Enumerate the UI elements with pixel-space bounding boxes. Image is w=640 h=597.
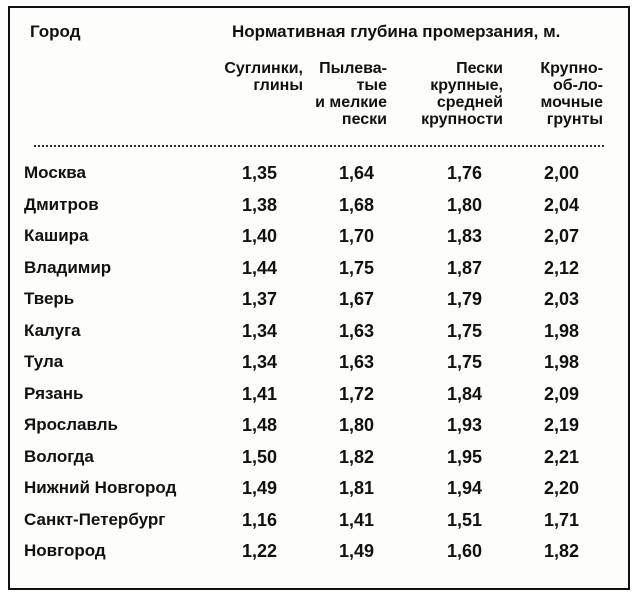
depth-value-cell: 2,07 bbox=[543, 226, 579, 246]
depth-value-cell: 1,60 bbox=[446, 541, 482, 561]
depth-value-cell: 1,81 bbox=[338, 478, 374, 498]
table-row: Новгород 1,22 1,49 1,60 1,82 bbox=[10, 541, 628, 573]
depth-value-cell: 1,37 bbox=[241, 289, 277, 309]
depth-value-cell: 2,04 bbox=[543, 194, 579, 215]
header-divider bbox=[34, 145, 604, 147]
depth-value-cell: 1,75 bbox=[338, 257, 374, 278]
city-cell: Владимир bbox=[24, 257, 112, 277]
depth-value-cell: 1,44 bbox=[241, 257, 277, 278]
table-body: Москва 1,35 1,64 1,76 2,00 Дмитров 1,38 1,68 1,8… bbox=[10, 163, 628, 573]
table-row: Нижний Новгород 1,49 1,81 1,94 2,20 bbox=[10, 478, 628, 510]
depth-value-cell: 1,50 bbox=[241, 446, 277, 467]
city-cell: Новгород bbox=[24, 541, 106, 560]
depth-value-cell: 1,22 bbox=[241, 541, 277, 561]
city-cell: Санкт-Петербург bbox=[24, 509, 166, 529]
depth-value-cell: 1,76 bbox=[446, 163, 482, 183]
table-row: Санкт-Петербург 1,16 1,41 1,51 1,71 bbox=[10, 510, 628, 542]
table-row: Кашира 1,40 1,70 1,83 2,07 bbox=[10, 226, 628, 258]
depth-value-cell: 1,48 bbox=[241, 415, 277, 435]
depth-value-cell: 1,72 bbox=[338, 383, 374, 404]
depth-value-cell: 1,64 bbox=[338, 163, 374, 183]
depth-value-cell: 1,93 bbox=[446, 415, 482, 435]
depth-value-cell: 2,03 bbox=[543, 289, 579, 309]
depth-value-cell: 1,71 bbox=[543, 509, 579, 530]
depth-value-cell: 1,16 bbox=[241, 509, 277, 530]
depth-value-cell: 1,98 bbox=[543, 352, 579, 372]
city-cell: Калуга bbox=[24, 320, 81, 340]
city-cell: Рязань bbox=[24, 383, 84, 403]
city-cell: Вологда bbox=[24, 446, 94, 466]
depth-value-cell: 2,19 bbox=[543, 415, 579, 435]
depth-value-cell: 1,98 bbox=[543, 320, 579, 341]
city-cell: Дмитров bbox=[24, 194, 99, 214]
depth-value-cell: 1,75 bbox=[446, 320, 482, 341]
depth-value-cell: 2,09 bbox=[543, 383, 579, 404]
depth-value-cell: 1,80 bbox=[338, 415, 374, 435]
table-row: Вологда 1,50 1,82 1,95 2,21 bbox=[10, 447, 628, 479]
table-row: Тверь 1,37 1,67 1,79 2,03 bbox=[10, 289, 628, 321]
depth-value-cell: 1,70 bbox=[338, 226, 374, 246]
city-cell: Ярославль bbox=[24, 415, 118, 434]
depth-value-cell: 2,21 bbox=[543, 446, 579, 467]
depth-value-cell: 1,63 bbox=[338, 320, 374, 341]
depth-value-cell: 1,68 bbox=[338, 194, 374, 215]
column-header-coarse-sand: Пески крупные, средней крупности bbox=[421, 60, 503, 128]
table-row: Рязань 1,41 1,72 1,84 2,09 bbox=[10, 384, 628, 416]
depth-value-cell: 1,75 bbox=[446, 352, 482, 372]
depth-value-cell: 2,12 bbox=[543, 257, 579, 278]
column-header-fine-sand: Пылева- тые и мелкие пески bbox=[315, 60, 387, 128]
depth-value-cell: 1,34 bbox=[241, 352, 277, 372]
table-row: Владимир 1,44 1,75 1,87 2,12 bbox=[10, 258, 628, 290]
depth-value-cell: 1,35 bbox=[241, 163, 277, 183]
column-header-loam: Суглинки, глины bbox=[224, 60, 303, 94]
depth-value-cell: 1,40 bbox=[241, 226, 277, 246]
table-row: Тула 1,34 1,63 1,75 1,98 bbox=[10, 352, 628, 384]
city-cell: Тула bbox=[24, 352, 64, 371]
column-header-coarse-clastic: Крупно- об-ло- мочные грунты bbox=[540, 60, 603, 128]
table-row: Дмитров 1,38 1,68 1,80 2,04 bbox=[10, 195, 628, 227]
depth-value-cell: 1,41 bbox=[241, 383, 277, 404]
depth-value-cell: 1,82 bbox=[338, 446, 374, 467]
table-row: Москва 1,35 1,64 1,76 2,00 bbox=[10, 163, 628, 195]
city-column-header: Город bbox=[30, 22, 81, 41]
depth-value-cell: 1,38 bbox=[241, 194, 277, 215]
table-row: Калуга 1,34 1,63 1,75 1,98 bbox=[10, 321, 628, 353]
depth-value-cell: 1,51 bbox=[446, 509, 482, 530]
city-cell: Москва bbox=[24, 163, 86, 182]
city-cell: Кашира bbox=[24, 226, 89, 245]
depth-value-cell: 1,83 bbox=[446, 226, 482, 246]
depth-value-cell: 1,80 bbox=[446, 194, 482, 215]
city-cell: Тверь bbox=[24, 289, 75, 308]
depth-value-cell: 1,49 bbox=[241, 478, 277, 498]
depth-group-header: Нормативная глубина промерзания, м. bbox=[232, 22, 561, 41]
depth-value-cell: 1,34 bbox=[241, 320, 277, 341]
table-row: Ярославль 1,48 1,80 1,93 2,19 bbox=[10, 415, 628, 447]
table-frame: Город Нормативная глубина промерзания, м… bbox=[8, 6, 630, 590]
city-cell: Нижний Новгород bbox=[24, 478, 177, 497]
depth-value-cell: 2,20 bbox=[543, 478, 579, 498]
depth-value-cell: 1,79 bbox=[446, 289, 482, 309]
depth-value-cell: 2,00 bbox=[543, 163, 579, 183]
depth-value-cell: 1,84 bbox=[446, 383, 482, 404]
depth-value-cell: 1,67 bbox=[338, 289, 374, 309]
depth-value-cell: 1,41 bbox=[338, 509, 374, 530]
depth-value-cell: 1,82 bbox=[543, 541, 579, 561]
depth-value-cell: 1,94 bbox=[446, 478, 482, 498]
depth-value-cell: 1,49 bbox=[338, 541, 374, 561]
depth-value-cell: 1,87 bbox=[446, 257, 482, 278]
depth-value-cell: 1,95 bbox=[446, 446, 482, 467]
depth-value-cell: 1,63 bbox=[338, 352, 374, 372]
